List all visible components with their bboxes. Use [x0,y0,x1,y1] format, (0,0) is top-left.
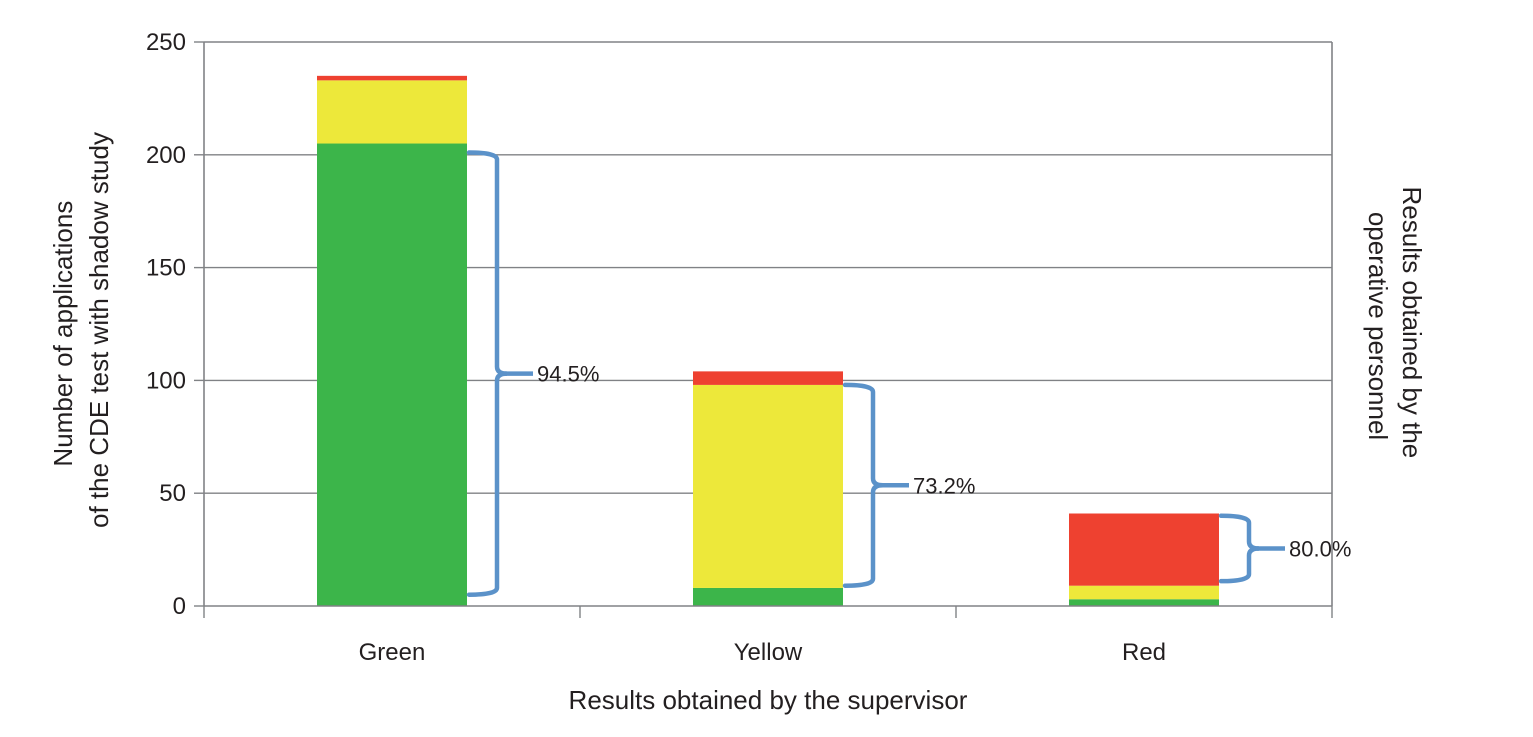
y-axis-title-line-1: Number of applications [48,201,78,467]
bar-segment [317,143,467,606]
y-tick-label: 200 [146,142,186,169]
secondary-axis-title-line-1: Results obtained by the [1397,187,1427,459]
y-tick-label: 0 [173,593,186,620]
y-tick-label: 100 [146,367,186,394]
percentage-label: 73.2% [913,473,975,498]
x-tick-label: Green [359,639,426,666]
brace [842,382,884,588]
bar-segment [1069,513,1219,586]
y-tick-label: 150 [146,255,186,282]
bar-segment [693,587,843,606]
bar-segment [693,371,843,385]
bar-segment [1069,599,1219,606]
y-tick-label: 50 [159,480,186,507]
y-tick-label: 250 [146,29,186,56]
bar-segment [693,384,843,588]
bar-segment [317,75,467,81]
annotation-braces: 94.5% 73.2% 80.0% [466,150,1351,597]
y-axis-title: Number of applications of the CDE test w… [48,132,114,528]
y-axis-title-line-2: of the CDE test with shadow study [84,132,114,528]
x-tick-label: Red [1122,639,1166,666]
brace [1218,513,1260,584]
percentage-label: 80.0% [1289,536,1351,561]
secondary-axis-title-line-2: operative personnel [1363,212,1393,440]
x-tick-label: Yellow [734,639,803,666]
bar-segment [317,80,467,144]
secondary-axis-title: Results obtained by the operative person… [1363,187,1427,466]
axes: 0 50 100 150 200 250 Green Yellow Red [146,29,1333,666]
x-axis-title: Results obtained by the supervisor [569,685,968,715]
bar-segment [1069,585,1219,600]
bars [317,75,1219,606]
brace [466,150,508,597]
percentage-label: 94.5% [537,362,599,387]
